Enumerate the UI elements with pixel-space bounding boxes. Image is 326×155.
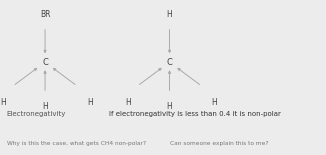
Text: H: H [42, 102, 48, 111]
Text: H: H [1, 98, 7, 107]
Text: H: H [87, 98, 93, 107]
Text: If electronegativity is less than 0.4 it is non-polar: If electronegativity is less than 0.4 it… [109, 111, 281, 117]
Text: Can someone explain this to me?: Can someone explain this to me? [170, 141, 268, 146]
Text: H: H [167, 10, 172, 19]
Text: C: C [42, 58, 48, 67]
Text: Electronegativity: Electronegativity [7, 111, 66, 117]
Text: H: H [167, 102, 172, 111]
Text: C: C [167, 58, 172, 67]
Text: BR: BR [40, 10, 50, 19]
Text: H: H [211, 98, 217, 107]
Text: Why is this the case, what gets CH4 non-polar?: Why is this the case, what gets CH4 non-… [7, 141, 146, 146]
Text: H: H [125, 98, 131, 107]
